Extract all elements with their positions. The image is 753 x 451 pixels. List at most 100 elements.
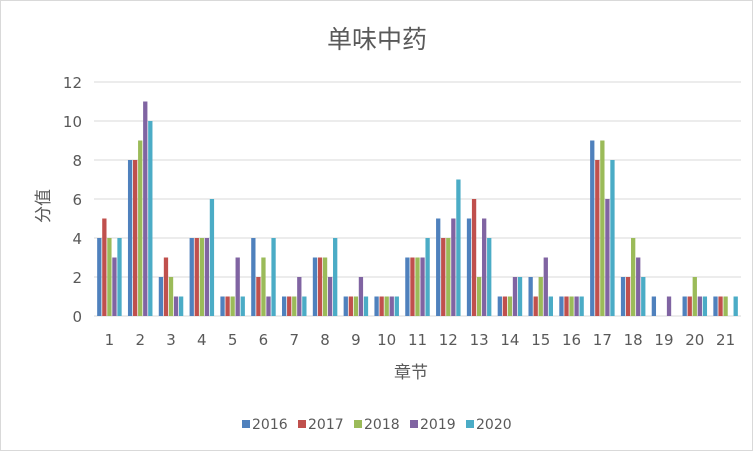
- bar-2020-12: [456, 179, 461, 316]
- bar-2019-9: [358, 277, 364, 316]
- x-tick-label: 9: [351, 331, 361, 349]
- bar-2020-9: [363, 296, 369, 316]
- legend-label-2020: 2020: [476, 417, 512, 433]
- bar-2020-15: [548, 296, 553, 316]
- bar-2017-7: [287, 296, 292, 316]
- bar-2020-13: [487, 238, 492, 316]
- bar-2020-1: [117, 238, 122, 316]
- bar-2020-14: [517, 277, 523, 316]
- bar-2019-19: [666, 296, 672, 316]
- bar-2018-12: [446, 238, 451, 316]
- x-tick-label: 12: [439, 331, 458, 349]
- bar-2016-13: [466, 218, 472, 316]
- bar-2019-6: [266, 296, 271, 316]
- bar-2018-13: [476, 277, 482, 316]
- bar-2017-16: [564, 296, 569, 316]
- bar-2016-16: [559, 296, 564, 316]
- bar-2018-21: [723, 296, 728, 316]
- bar-2018-20: [692, 277, 697, 316]
- bar-2019-1: [112, 257, 117, 316]
- bar-2017-3: [163, 257, 169, 316]
- y-tick-label: 10: [63, 113, 82, 131]
- legend-swatch-2017: [298, 420, 306, 428]
- bar-2019-17: [605, 199, 610, 316]
- bar-2017-6: [256, 277, 261, 316]
- bar-2018-2: [138, 140, 143, 316]
- bar-2017-21: [718, 296, 723, 316]
- bar-2019-15: [543, 257, 548, 316]
- y-tick-label: 12: [63, 74, 82, 92]
- x-tick-label: 11: [408, 331, 427, 349]
- bar-2019-20: [697, 296, 702, 316]
- bar-2018-17: [600, 140, 605, 316]
- bar-2017-5: [225, 296, 230, 316]
- legend-label-2018: 2018: [364, 417, 400, 433]
- bar-2018-8: [322, 257, 328, 316]
- bar-2020-11: [425, 238, 430, 316]
- x-tick-label: 16: [562, 331, 581, 349]
- bar-2018-15: [538, 277, 543, 316]
- bar-2020-6: [271, 238, 276, 316]
- y-axis-label: 分值: [34, 189, 54, 223]
- legend-swatch-2016: [242, 420, 250, 428]
- bar-2019-18: [636, 257, 641, 316]
- bar-2018-18: [631, 238, 636, 316]
- bar-2020-16: [579, 296, 584, 316]
- x-tick-label: 4: [197, 331, 207, 349]
- x-tick-label: 5: [228, 331, 238, 349]
- bar-2017-20: [687, 296, 692, 316]
- y-tick-label: 8: [72, 152, 82, 170]
- bar-2020-7: [302, 296, 307, 316]
- bar-2020-21: [733, 296, 738, 316]
- x-tick-label: 20: [685, 331, 704, 349]
- bar-2016-21: [713, 296, 718, 316]
- bar-2016-5: [220, 296, 225, 316]
- bar-2018-10: [384, 296, 389, 316]
- bar-2018-1: [107, 238, 112, 316]
- bar-2020-17: [610, 160, 615, 316]
- bar-2020-8: [333, 238, 338, 316]
- x-tick-label: 2: [135, 331, 145, 349]
- x-tick-label: 8: [320, 331, 330, 349]
- legend-swatch-2018: [354, 420, 362, 428]
- bar-2020-10: [394, 296, 399, 316]
- bar-2016-3: [158, 277, 164, 316]
- bar-2019-11: [420, 257, 425, 316]
- bar-2020-3: [178, 296, 184, 316]
- bar-2016-12: [436, 218, 441, 316]
- x-tick-label: 21: [716, 331, 735, 349]
- bar-2020-5: [240, 296, 245, 316]
- bar-2017-9: [348, 296, 353, 316]
- bar-2018-6: [261, 257, 266, 316]
- x-tick-label: 15: [531, 331, 550, 349]
- bar-2016-4: [189, 238, 194, 316]
- bar-2016-1: [97, 238, 102, 316]
- x-tick-label: 19: [654, 331, 673, 349]
- y-tick-label: 6: [72, 191, 82, 209]
- bar-2019-14: [512, 277, 518, 316]
- bar-2016-20: [682, 296, 687, 316]
- legend-swatch-2019: [410, 420, 418, 428]
- legend-label-2016: 2016: [252, 417, 288, 433]
- bar-2018-16: [569, 296, 574, 316]
- bar-2019-8: [327, 277, 333, 316]
- bar-2016-14: [497, 296, 502, 316]
- bar-2020-2: [148, 121, 153, 316]
- bar-2017-2: [133, 160, 138, 316]
- y-tick-label: 0: [72, 308, 82, 326]
- x-tick-label: 3: [166, 331, 176, 349]
- bar-2016-19: [651, 296, 657, 316]
- legend-label-2017: 2017: [308, 417, 344, 433]
- x-tick-label: 14: [500, 331, 519, 349]
- bar-2017-13: [471, 199, 477, 316]
- legend-swatch-2020: [466, 420, 474, 428]
- bar-2016-11: [405, 257, 410, 316]
- bar-2017-1: [102, 218, 107, 316]
- x-tick-label: 13: [470, 331, 489, 349]
- bar-2019-16: [574, 296, 579, 316]
- x-tick-label: 17: [593, 331, 612, 349]
- bar-2016-7: [282, 296, 287, 316]
- bar-2019-3: [173, 296, 179, 316]
